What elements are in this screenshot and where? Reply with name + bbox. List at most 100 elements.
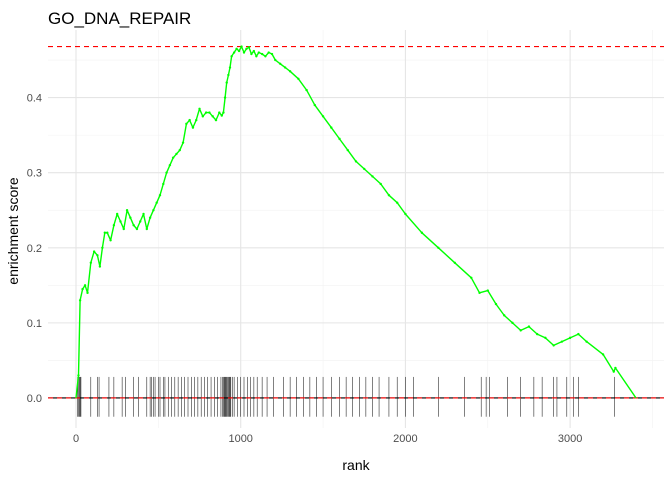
curve-point bbox=[250, 52, 253, 56]
curve-point bbox=[175, 152, 178, 156]
curve-point bbox=[106, 231, 109, 234]
curve-point bbox=[77, 374, 80, 377]
curve-point bbox=[211, 115, 214, 118]
enrichment-line bbox=[75, 45, 637, 399]
curve-point bbox=[125, 209, 129, 212]
curve-point bbox=[346, 148, 349, 152]
curve-point bbox=[568, 336, 572, 340]
curve-point bbox=[535, 332, 539, 336]
curve-point bbox=[181, 141, 185, 144]
curve-point bbox=[274, 58, 277, 62]
curve-point bbox=[122, 227, 125, 231]
hit-ticks bbox=[77, 376, 615, 417]
curve-point bbox=[214, 118, 218, 122]
curve-point bbox=[283, 66, 287, 69]
curve-point bbox=[155, 201, 158, 204]
curve-point bbox=[420, 231, 424, 234]
grid bbox=[48, 30, 664, 428]
y-tick-label: 0.0 bbox=[27, 393, 42, 405]
curve-point bbox=[614, 366, 617, 370]
curve-point bbox=[395, 201, 399, 204]
curve-point bbox=[237, 49, 241, 53]
curve-point bbox=[222, 111, 225, 114]
reference-lines bbox=[48, 45, 664, 399]
curve-point bbox=[519, 329, 522, 332]
curve-point bbox=[511, 321, 514, 325]
curve-point bbox=[145, 227, 149, 231]
curve-point bbox=[240, 45, 243, 48]
curve-point bbox=[601, 353, 605, 356]
curve-point bbox=[363, 167, 366, 171]
curve-point bbox=[470, 276, 473, 280]
curve-point bbox=[478, 291, 481, 295]
curve-point bbox=[191, 126, 195, 129]
curve-point bbox=[201, 115, 205, 118]
curve-point bbox=[297, 77, 300, 81]
curve-point bbox=[171, 156, 175, 159]
curve-point bbox=[245, 47, 248, 50]
curve-point bbox=[305, 88, 308, 92]
curve-point bbox=[165, 171, 168, 174]
curve-point bbox=[225, 81, 228, 84]
curve-point bbox=[208, 111, 211, 114]
y-tick-label: 0.3 bbox=[27, 168, 42, 180]
curve-point bbox=[552, 344, 555, 347]
curve-point bbox=[162, 182, 165, 186]
curve-point bbox=[109, 239, 112, 242]
curve-point bbox=[404, 212, 407, 216]
curve-point bbox=[92, 250, 96, 253]
curve-point bbox=[279, 62, 282, 65]
curve-point bbox=[235, 47, 238, 50]
curve-point bbox=[338, 137, 341, 141]
y-tick-label: 0.4 bbox=[27, 93, 42, 105]
curve-point bbox=[223, 96, 227, 99]
axis-ticks: 0 1000 2000 3000 0.0 0.1 0.2 0.3 0.4 bbox=[27, 93, 583, 445]
curve-point bbox=[152, 209, 155, 212]
curve-point bbox=[142, 212, 145, 216]
curve-point bbox=[270, 52, 274, 56]
curve-point bbox=[230, 55, 233, 58]
curve-point bbox=[313, 103, 317, 107]
curve-point bbox=[379, 182, 382, 186]
curve-point bbox=[132, 224, 135, 227]
curve-point bbox=[247, 46, 251, 49]
curve-point bbox=[437, 246, 440, 249]
curve-point bbox=[288, 70, 292, 73]
curve-point bbox=[257, 51, 261, 54]
curve-point bbox=[232, 51, 236, 54]
curve-point bbox=[188, 118, 191, 122]
curve-point bbox=[486, 289, 489, 292]
curve-point bbox=[255, 55, 258, 58]
curve-point bbox=[264, 55, 267, 58]
curve-point bbox=[527, 325, 531, 328]
chart-title: GO_DNA_REPAIR bbox=[48, 9, 191, 28]
curve-point bbox=[139, 220, 142, 223]
curve-point bbox=[78, 299, 82, 302]
curve-point bbox=[260, 52, 264, 56]
curve-point bbox=[178, 148, 181, 152]
curve-point bbox=[103, 231, 107, 234]
curve-point bbox=[112, 224, 116, 227]
curve-point bbox=[101, 246, 104, 249]
curve-point bbox=[252, 49, 256, 53]
curve-point bbox=[544, 336, 547, 340]
curve-point bbox=[612, 370, 615, 373]
curve-point bbox=[227, 73, 230, 77]
curve-point bbox=[185, 122, 188, 126]
curve-point bbox=[115, 212, 119, 216]
enrichment-curve bbox=[75, 45, 637, 399]
curve-point bbox=[453, 261, 457, 264]
curve-point bbox=[267, 51, 270, 54]
curve-point bbox=[387, 194, 391, 197]
curve-point bbox=[330, 126, 333, 129]
curve-point bbox=[83, 284, 87, 287]
x-tick-label: 2000 bbox=[393, 433, 417, 445]
y-axis-label: enrichment score bbox=[5, 177, 21, 285]
curve-point bbox=[321, 115, 325, 118]
curve-point bbox=[503, 314, 506, 317]
x-tick-label: 3000 bbox=[558, 433, 582, 445]
x-axis-label: rank bbox=[342, 457, 370, 473]
y-tick-label: 0.2 bbox=[27, 243, 42, 255]
curve-point bbox=[81, 287, 84, 291]
